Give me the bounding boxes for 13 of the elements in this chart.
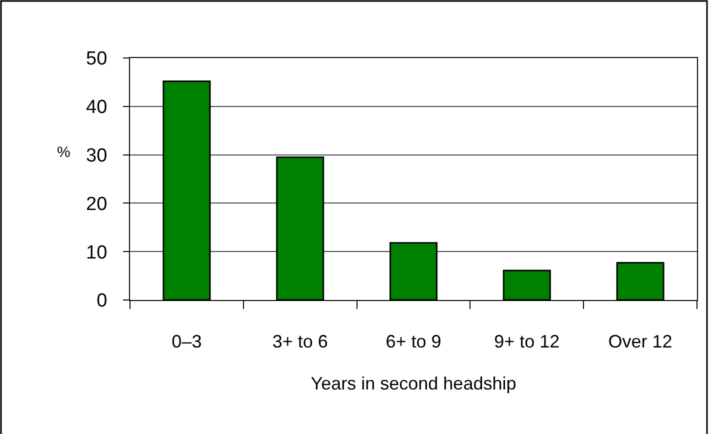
x-tick-label: 9+ to 12	[494, 332, 560, 352]
y-tick-label: 10	[86, 242, 108, 264]
y-tick-label: 30	[86, 145, 108, 166]
y-tick-label: 0	[96, 290, 108, 312]
x-tick-label: 3+ to 6	[272, 332, 328, 352]
x-tick-label: Over 12	[608, 332, 672, 352]
y-tick-label: 20	[86, 194, 108, 215]
y-tick-label: 50	[86, 48, 108, 70]
x-tick-label: 6+ to 9	[386, 332, 442, 352]
x-axis-title: Years in second headship	[310, 374, 516, 394]
y-tick-label: 40	[86, 97, 108, 118]
x-tick-label: 0–3	[172, 332, 202, 352]
y-axis-title: %	[57, 144, 70, 161]
